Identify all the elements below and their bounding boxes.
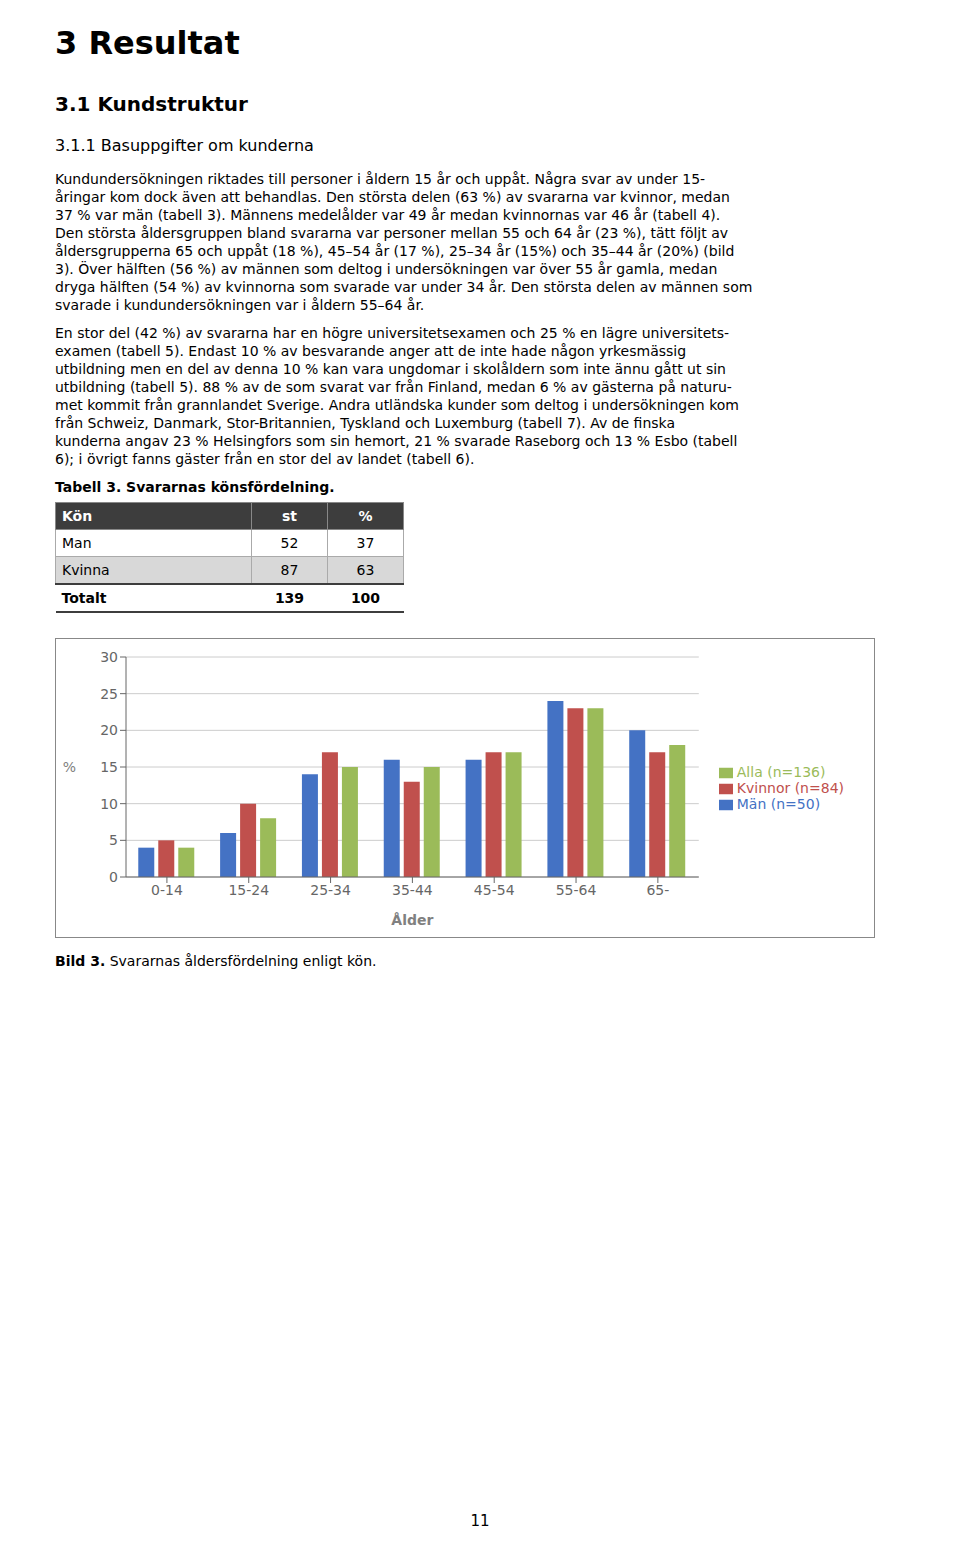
html-text:dryga hälften (54 %) av kvinno: dryga hälften (54 %) av kvinnorna som sv… <box>55 279 753 295</box>
html-text:Alla (n=136): Alla (n=136) <box>736 764 826 780</box>
html-text:139: 139 <box>274 590 305 606</box>
html-text:100: 100 <box>350 590 381 606</box>
svg-text:10: 10 <box>100 796 118 812</box>
html-text:3 Resultat: 3 Resultat <box>55 24 240 62</box>
svg-text:55-64: 55-64 <box>556 882 597 898</box>
svg-text:0: 0 <box>109 869 118 885</box>
html-text:Tabell 3. Svararnas könsfördel: Tabell 3. Svararnas könsfördelning. <box>55 479 335 495</box>
html-text:En stor del (42 %) av svararna: En stor del (42 %) av svararna har en hö… <box>55 325 730 341</box>
html-text:63: 63 <box>356 562 375 578</box>
html-text:Kön: Kön <box>62 508 93 524</box>
svg-text:30: 30 <box>100 649 118 665</box>
svg-text:15: 15 <box>100 759 118 775</box>
html-text:Kvinna: Kvinna <box>62 562 110 578</box>
html-text:11: 11 <box>470 1512 490 1530</box>
html-text:st: st <box>282 508 297 524</box>
html-text:met kommit från grannlandet Sv: met kommit från grannlandet Sverige. And… <box>55 397 739 413</box>
svg-text:0-14: 0-14 <box>151 882 183 898</box>
html-text:Totalt: Totalt <box>61 590 107 606</box>
html-text:3.1.1 Basuppgifter om kunderna: 3.1.1 Basuppgifter om kunderna <box>55 136 314 155</box>
html-text:kunderna angav 23 % Helsingfor: kunderna angav 23 % Helsingfors som sin … <box>55 433 738 449</box>
html-text:37: 37 <box>356 535 375 551</box>
svg-text:15-24: 15-24 <box>228 882 269 898</box>
html-text:åringar kom dock även att beha: åringar kom dock även att behandlas. Den… <box>55 189 730 205</box>
svg-text:Ålder: Ålder <box>391 912 433 928</box>
svg-text:25: 25 <box>100 686 118 702</box>
html-text:Kundundersökningen riktades ti: Kundundersökningen riktades till persone… <box>55 171 706 187</box>
html-text:Den största åldersgruppen blan: Den största åldersgruppen bland svararna… <box>55 225 728 241</box>
svg-text:25-34: 25-34 <box>310 882 351 898</box>
html-text:från Schweiz, Danmark, Stor-Br: från Schweiz, Danmark, Stor-Britannien, … <box>55 415 675 431</box>
html-text:3.1 Kundstruktur: 3.1 Kundstruktur <box>55 92 248 116</box>
html-text:Bild 3. Svararnas åldersfördel: Bild 3. Svararnas åldersfördelning enlig… <box>55 953 377 969</box>
svg-text:65-: 65- <box>646 882 669 898</box>
html-text:utbildning men en del av denna: utbildning men en del av denna 10 % kan … <box>55 361 726 377</box>
svg-text:%: % <box>63 759 76 775</box>
svg-text:5: 5 <box>109 832 118 848</box>
html-text:37 % var män (tabell 3). Männe: 37 % var män (tabell 3). Männens medelål… <box>55 207 721 223</box>
html-text:svarade i kundundersökningen v: svarade i kundundersökningen var i ålder… <box>55 297 425 313</box>
svg-text:35-44: 35-44 <box>392 882 433 898</box>
svg-text:20: 20 <box>100 722 118 738</box>
html-text:utbildning (tabell 5). 88 % av: utbildning (tabell 5). 88 % av de som sv… <box>55 379 732 395</box>
html-text:åldersgrupperna 65 och uppåt (: åldersgrupperna 65 och uppåt (18 %), 45–… <box>55 243 735 259</box>
html-text:87: 87 <box>280 562 299 578</box>
html-text:52: 52 <box>280 535 299 551</box>
html-text:3). Över hälften (56 %) av män: 3). Över hälften (56 %) av männen som de… <box>55 261 718 277</box>
html-text:Kvinnor (n=84): Kvinnor (n=84) <box>736 780 844 796</box>
html-text:Män (n=50): Män (n=50) <box>736 796 821 812</box>
html-text:Man: Man <box>62 535 92 551</box>
svg-text:45-54: 45-54 <box>474 882 515 898</box>
html-text:examen (tabell 5). Endast 10 %: examen (tabell 5). Endast 10 % av besvar… <box>55 343 687 359</box>
html-text:6); i övrigt fanns gäster från: 6); i övrigt fanns gäster från en stor d… <box>55 451 475 467</box>
